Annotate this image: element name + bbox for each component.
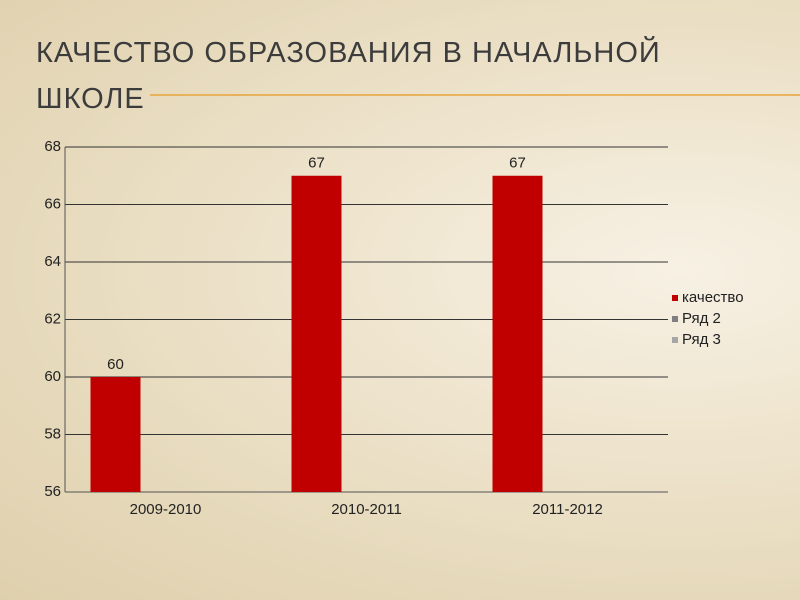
y-tick-label: 66	[44, 195, 61, 212]
y-tick-label: 56	[44, 483, 61, 500]
legend-swatch	[672, 295, 678, 301]
y-tick-label: 60	[44, 368, 61, 385]
chart-title: КАЧЕСТВО ОБРАЗОВАНИЯ В НАЧАЛЬНОЙ ШКОЛЕ	[36, 37, 661, 115]
legend-swatch	[672, 337, 678, 343]
legend-label: Ряд 2	[682, 310, 721, 327]
legend-label: Ряд 3	[682, 331, 721, 348]
y-tick-label: 64	[44, 253, 61, 270]
bar	[492, 175, 543, 492]
bar	[90, 377, 141, 492]
y-tick-label: 58	[44, 425, 61, 442]
y-tick-label: 62	[44, 310, 61, 327]
legend-swatch	[672, 316, 678, 322]
data-label: 67	[509, 155, 526, 172]
bar	[291, 175, 342, 492]
x-tick-label: 2010-2011	[331, 501, 402, 518]
x-tick-label: 2009-2010	[130, 501, 202, 518]
x-tick-label: 2011-2012	[532, 501, 603, 518]
data-label: 67	[308, 155, 325, 172]
legend-label: качество	[682, 289, 744, 306]
y-tick-label: 68	[44, 138, 61, 155]
data-label: 60	[107, 356, 124, 373]
